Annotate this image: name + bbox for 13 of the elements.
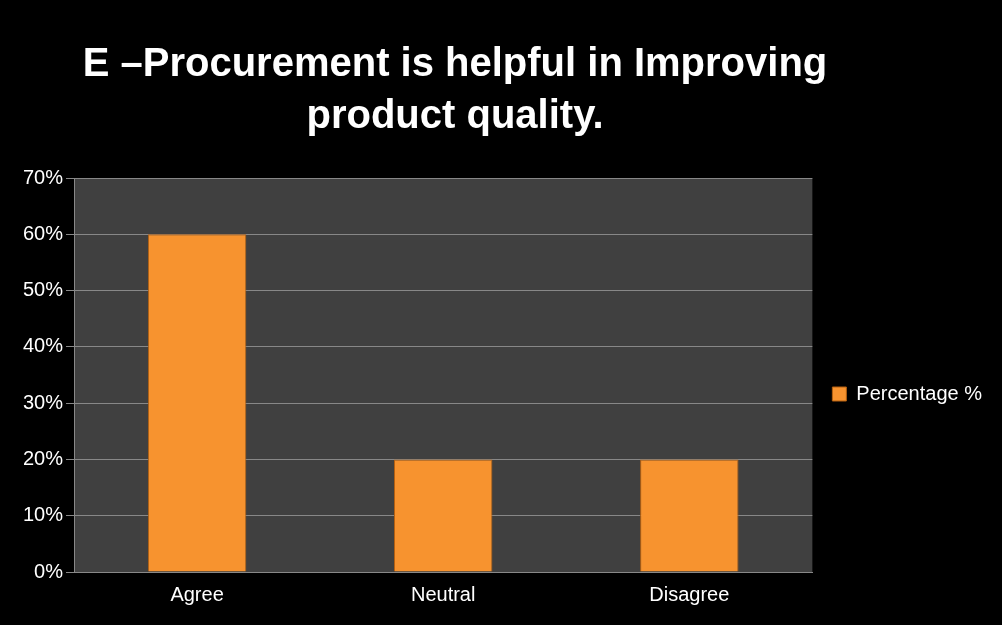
y-tick-label: 70% [23, 165, 64, 188]
y-tick-label: 30% [23, 390, 64, 413]
y-tick-label: 20% [23, 446, 64, 469]
y-tick-label: 40% [23, 334, 64, 357]
y-tick-label: 50% [23, 278, 64, 301]
y-tick-label: 60% [23, 221, 64, 244]
y-tick-label: 10% [23, 503, 64, 526]
chart-title: E –Procurement is helpful in Improving product quality. [81, 39, 829, 138]
legend-label: Percentage % [856, 381, 983, 404]
x-tick-label: Agree [170, 582, 224, 605]
x-tick-label: Disagree [649, 582, 730, 605]
y-tick-label: 0% [34, 559, 64, 582]
x-tick-label: Neutral [410, 582, 476, 605]
